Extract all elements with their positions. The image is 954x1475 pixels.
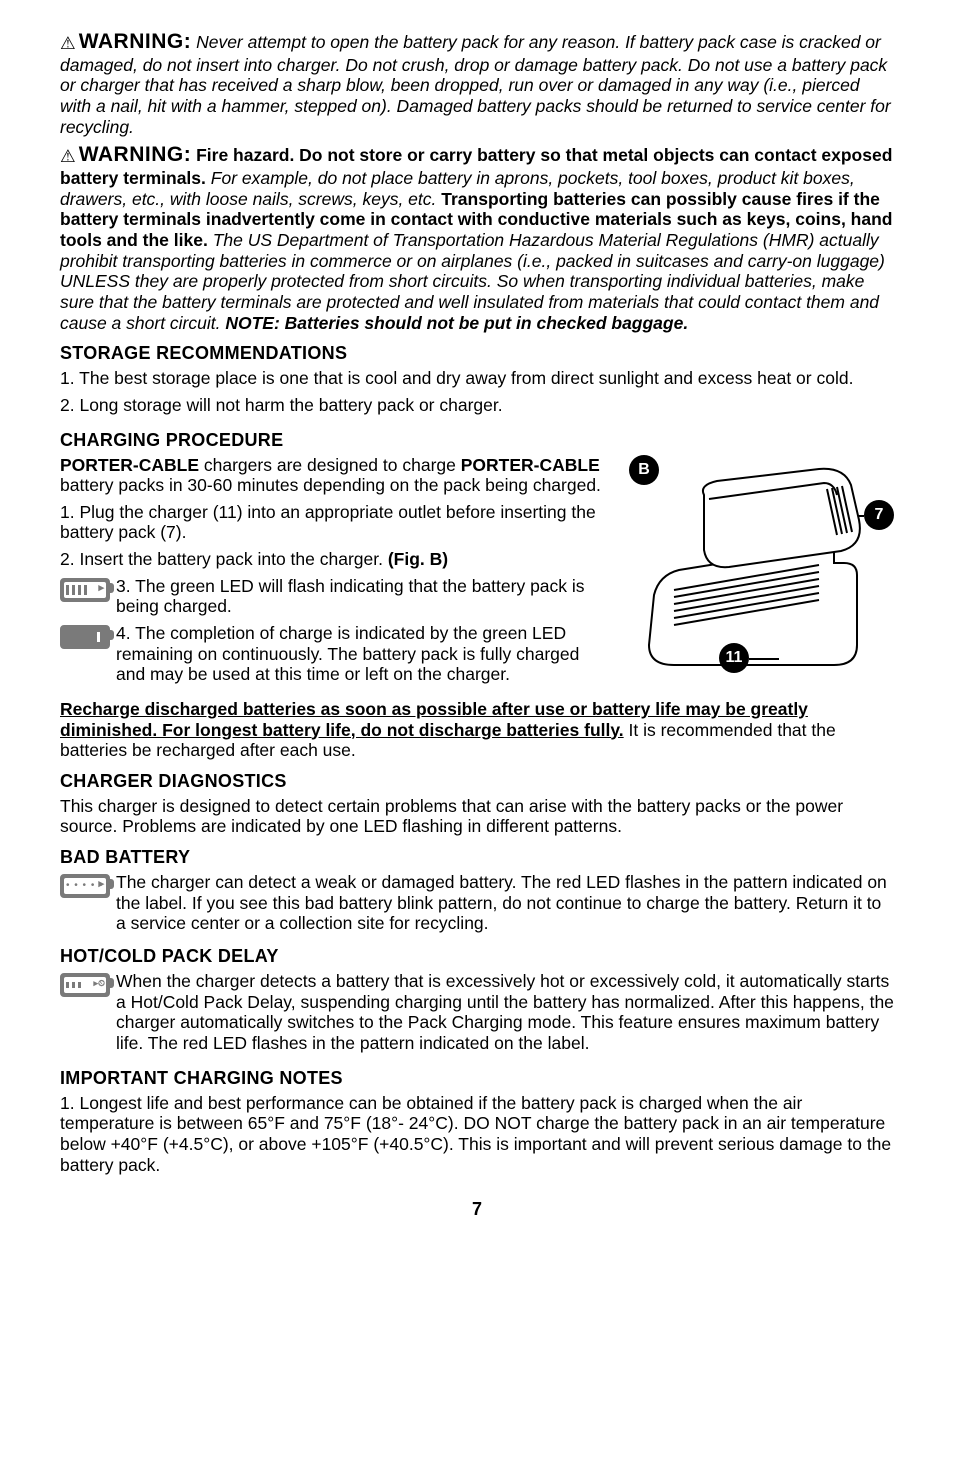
warning1-header: WARNING: — [79, 30, 192, 53]
brand2: PORTER-CABLE — [461, 455, 600, 475]
warning-2: ⚠WARNING: Fire hazard. Do not store or c… — [60, 143, 894, 333]
badbattery-header: BAD BATTERY — [60, 847, 894, 868]
badbattery-block: • • • • •▸ The charger can detect a weak… — [60, 872, 894, 934]
bad-battery-icon: • • • • •▸ — [60, 874, 110, 903]
warning-triangle-icon: ⚠ — [60, 33, 76, 54]
storage-line1: 1. The best storage place is one that is… — [60, 368, 894, 389]
hotcold-body: When the charger detects a battery that … — [116, 971, 894, 1053]
storage-header: STORAGE RECOMMENDATIONS — [60, 343, 894, 364]
diagnostics-body: This charger is designed to detect certa… — [60, 796, 894, 837]
storage-line2: 2. Long storage will not harm the batter… — [60, 395, 894, 416]
importantnotes-header: IMPORTANT CHARGING NOTES — [60, 1068, 894, 1089]
hotcold-delay-icon: ▸⏲ — [60, 973, 110, 1002]
charging-step3-block: ▸ 3. The green LED will flash indicating… — [60, 576, 894, 617]
brand1: PORTER-CABLE — [60, 455, 199, 475]
charging-header: CHARGING PROCEDURE — [60, 430, 894, 451]
intro-a: chargers are designed to charge — [199, 455, 461, 475]
step2a: 2. Insert the battery pack into the char… — [60, 549, 388, 569]
recharge-note: Recharge discharged batteries as soon as… — [60, 699, 894, 761]
diagnostics-header: CHARGER DIAGNOSTICS — [60, 771, 894, 792]
charging-step4: 4. The completion of charge is indicated… — [116, 623, 579, 684]
battery-charging-icon: ▸ — [60, 578, 110, 607]
charging-step3: 3. The green LED will flash indicating t… — [116, 576, 585, 617]
warning2-note: NOTE: Batteries should not be put in che… — [225, 313, 688, 333]
page-number: 7 — [60, 1199, 894, 1220]
battery-full-icon — [60, 625, 110, 654]
charging-step4-block: 4. The completion of charge is indicated… — [60, 623, 894, 685]
warning-1: ⚠WARNING: Never attempt to open the batt… — [60, 30, 894, 137]
warning2-header: WARNING: — [79, 143, 192, 166]
step2b: (Fig. B) — [388, 549, 448, 569]
importantnotes-body: 1. Longest life and best performance can… — [60, 1093, 894, 1176]
hotcold-header: HOT/COLD PACK DELAY — [60, 946, 894, 967]
badbattery-body: The charger can detect a weak or damaged… — [116, 872, 887, 933]
hotcold-block: ▸⏲ When the charger detects a battery th… — [60, 971, 894, 1054]
intro-b: battery packs in 30-60 minutes depending… — [60, 475, 601, 495]
warning-triangle-icon: ⚠ — [60, 146, 76, 167]
